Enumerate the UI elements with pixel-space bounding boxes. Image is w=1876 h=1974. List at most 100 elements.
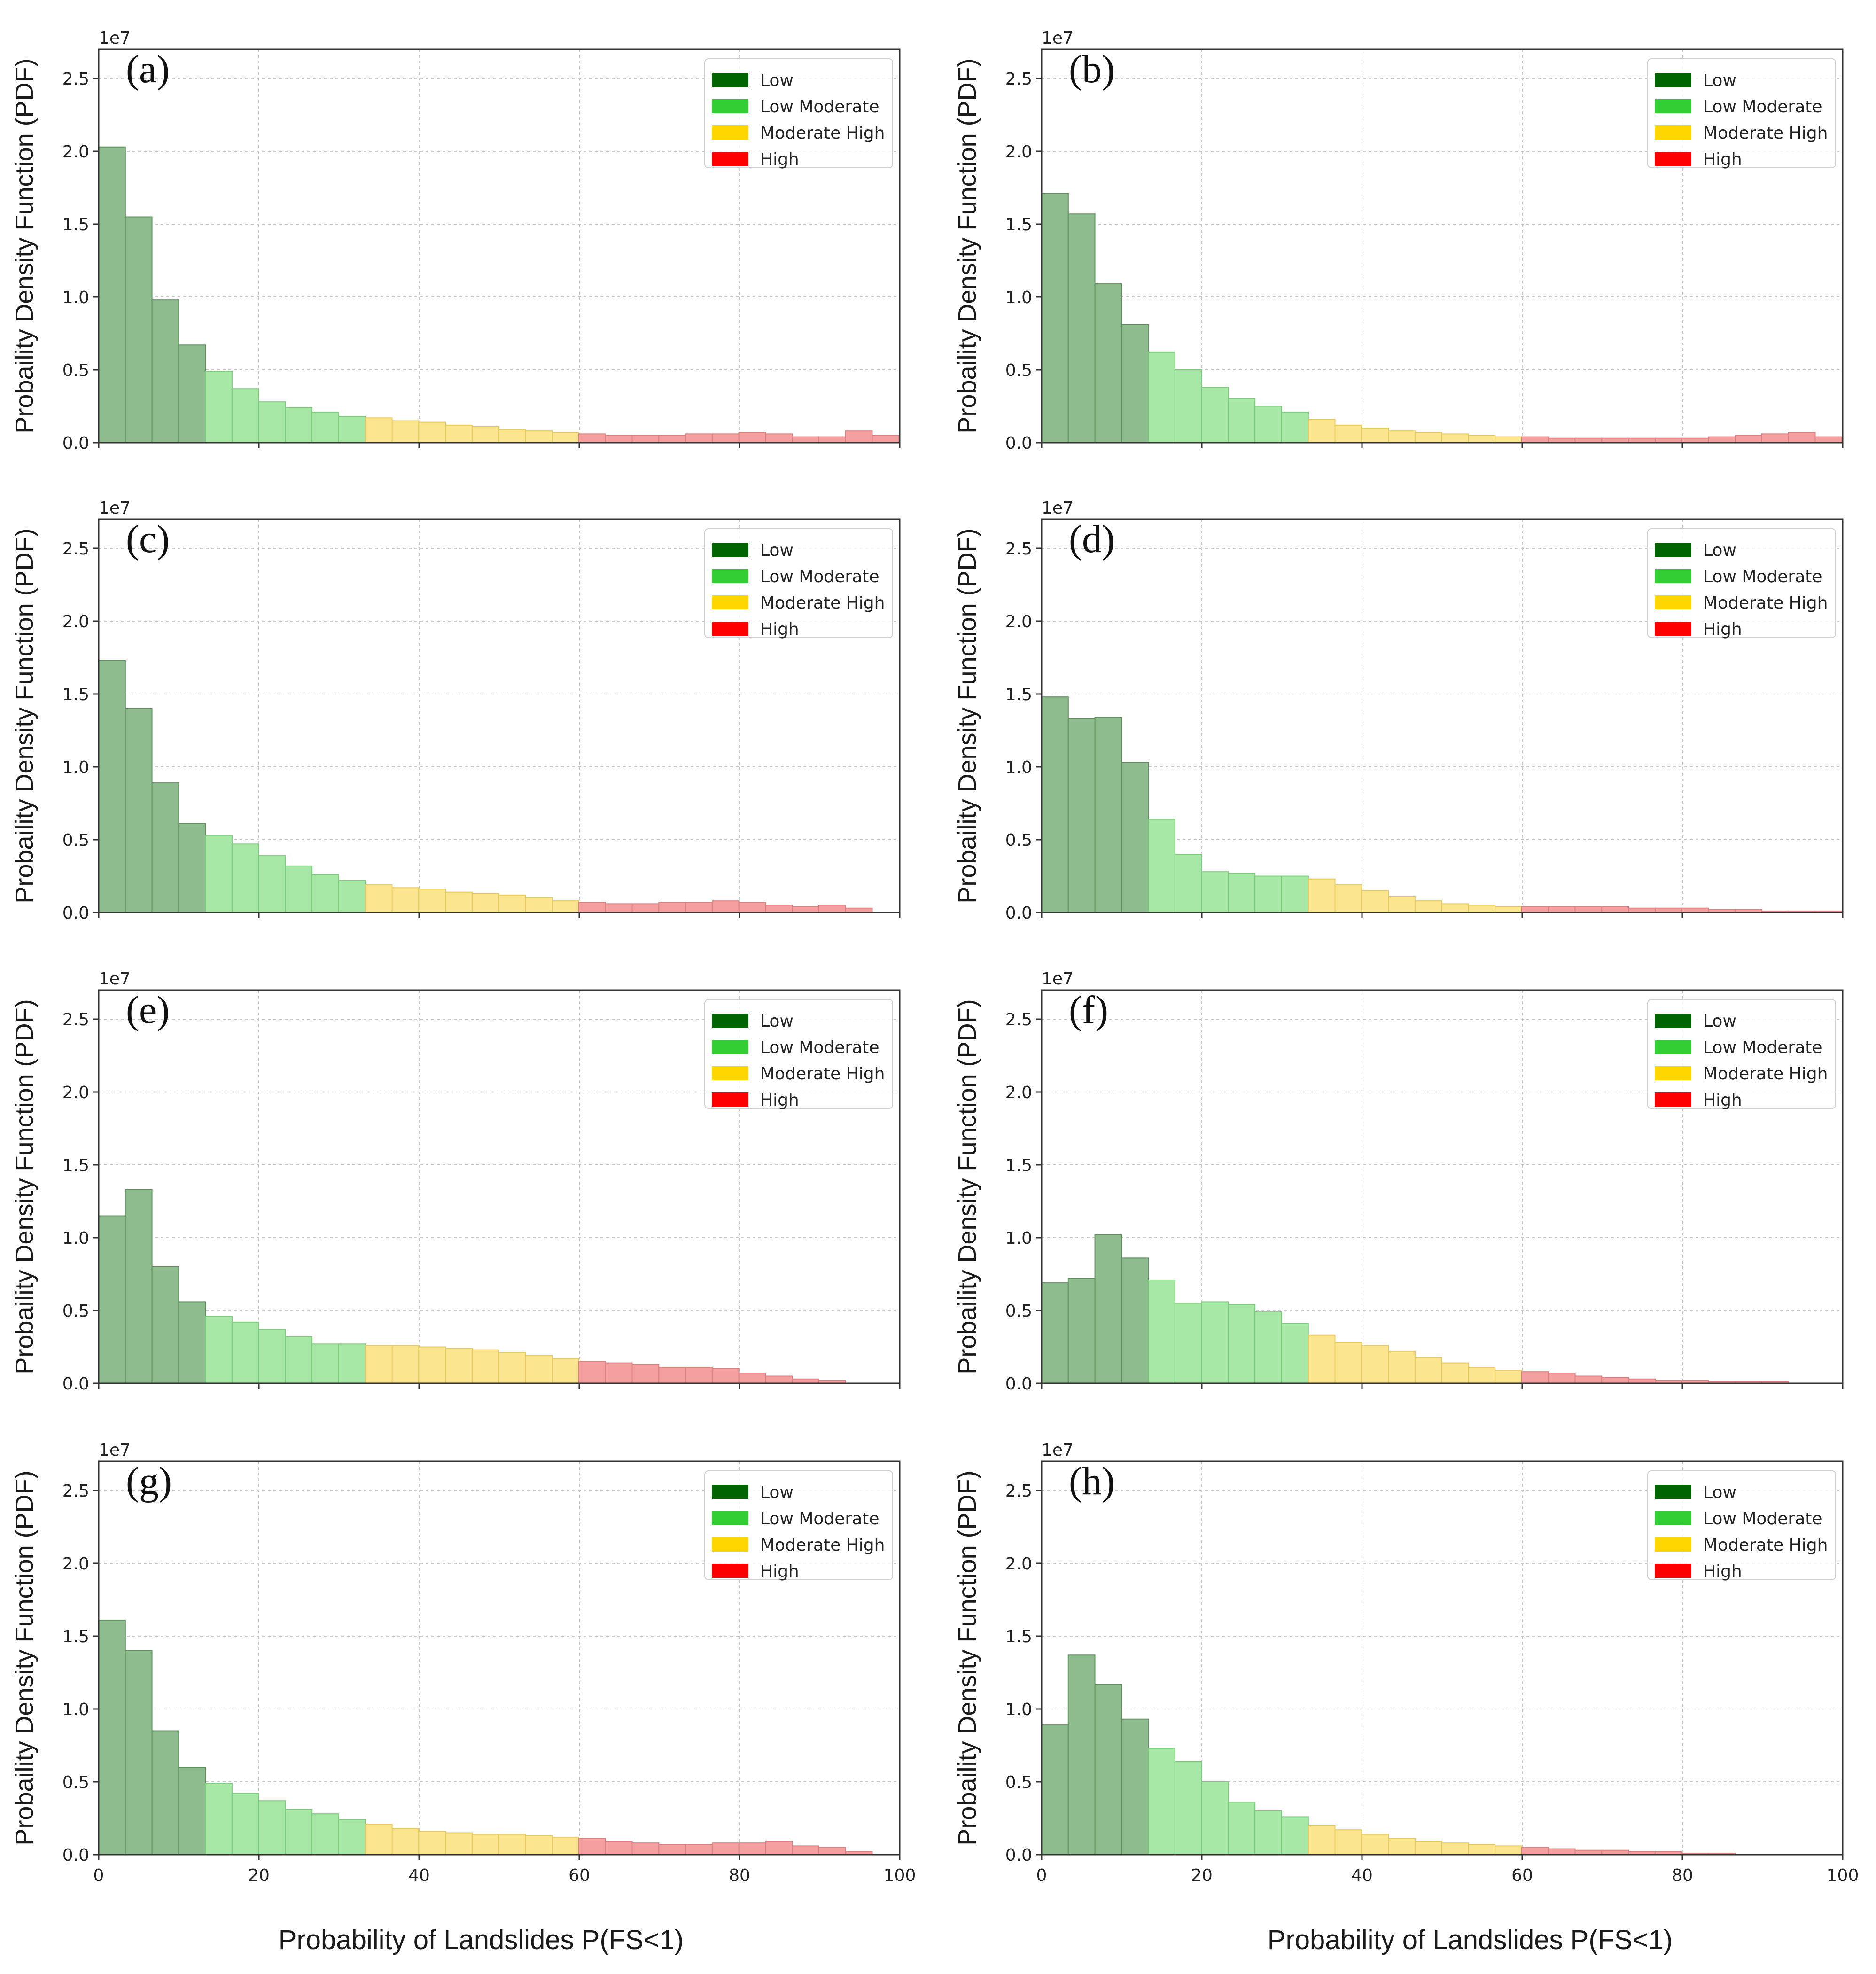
histogram-bar bbox=[1094, 717, 1122, 913]
x-tick-label: 100 bbox=[884, 1866, 916, 1885]
axis-exponent: 1e7 bbox=[99, 499, 131, 518]
histogram-bar bbox=[525, 1355, 553, 1384]
x-tick-label: 40 bbox=[408, 1866, 430, 1885]
legend-swatch bbox=[1655, 152, 1691, 166]
y-tick-label: 0.0 bbox=[62, 434, 89, 453]
y-tick-label: 2.5 bbox=[62, 70, 89, 89]
chart-panel-d: 0.0 0.5 1.0 1.5 2.0 2.5 1e7 Probaility Density … bbox=[953, 499, 1844, 923]
histogram-bar bbox=[685, 433, 713, 444]
histogram-bar bbox=[1388, 896, 1416, 913]
legend-box bbox=[704, 999, 893, 1109]
y-tick-label: 2.5 bbox=[62, 1482, 89, 1501]
histogram-bar bbox=[418, 1346, 446, 1384]
legend-label: Low bbox=[760, 71, 794, 90]
histogram-bar bbox=[578, 1838, 606, 1855]
histogram-bar bbox=[205, 1783, 233, 1856]
legend-swatch bbox=[1655, 1564, 1691, 1578]
histogram-bar bbox=[311, 411, 339, 444]
legend-label: Moderate High bbox=[760, 1064, 885, 1084]
histogram-bar bbox=[685, 1844, 713, 1856]
y-axis-label: Probaility Density Function (PDF) bbox=[10, 999, 39, 1374]
histogram-bar bbox=[1601, 906, 1629, 913]
y-tick-label: 0.5 bbox=[62, 831, 89, 850]
histogram-bar bbox=[1041, 1282, 1069, 1384]
histogram-bar bbox=[1228, 873, 1256, 913]
histogram-bar bbox=[1468, 905, 1496, 913]
histogram-bar bbox=[205, 371, 233, 443]
legend-swatch bbox=[1655, 1014, 1691, 1028]
histogram-bar bbox=[552, 1836, 579, 1856]
legend-swatch bbox=[1655, 569, 1691, 583]
histogram-bar bbox=[1814, 436, 1843, 443]
legend-box bbox=[1647, 528, 1836, 638]
axes-frame bbox=[98, 989, 901, 1384]
y-tick-label: 0.0 bbox=[62, 1846, 89, 1865]
histogram-bar bbox=[1148, 819, 1175, 913]
y-tick-label: 2.5 bbox=[1005, 1010, 1032, 1030]
histogram-bar bbox=[765, 1375, 793, 1384]
histogram-bar bbox=[738, 1842, 766, 1855]
histogram-bar bbox=[792, 436, 819, 443]
histogram-bar bbox=[498, 894, 526, 913]
histogram-bar bbox=[711, 433, 740, 444]
legend-label: Moderate High bbox=[760, 124, 885, 143]
panel-label: (e) bbox=[126, 988, 170, 1032]
histogram-bar bbox=[1468, 1844, 1496, 1856]
histogram-bar bbox=[1121, 1718, 1149, 1855]
chart-panel-c: 0.0 0.5 1.0 1.5 2.0 2.5 1e7 Probaility Density … bbox=[10, 499, 901, 923]
histogram-bar bbox=[365, 1345, 393, 1384]
histogram-bar bbox=[1548, 1848, 1576, 1856]
histogram-bar bbox=[765, 905, 793, 913]
y-axis-label: Probaility Density Function (PDF) bbox=[953, 528, 981, 903]
histogram-bar bbox=[631, 435, 660, 443]
histogram-bar bbox=[1228, 1802, 1256, 1855]
histogram-bar bbox=[1174, 854, 1202, 913]
legend-swatch bbox=[712, 569, 748, 583]
y-tick-label: 1.0 bbox=[62, 758, 89, 777]
histogram-bar bbox=[258, 401, 286, 444]
histogram-bar bbox=[1521, 906, 1549, 913]
histogram-bar bbox=[1414, 900, 1442, 913]
x-axis-label-right: Probability of Landslides P(FS<1) bbox=[1267, 1925, 1673, 1955]
histogram-bar bbox=[498, 1834, 526, 1856]
legend-box bbox=[704, 1470, 893, 1580]
y-tick-label: 0.5 bbox=[62, 361, 89, 380]
histogram-bar bbox=[498, 1352, 526, 1384]
histogram-bar bbox=[1281, 411, 1309, 444]
axis-exponent: 1e7 bbox=[1042, 29, 1074, 48]
axes-frame bbox=[98, 1460, 901, 1856]
legend-swatch bbox=[712, 99, 748, 113]
axes-frame bbox=[1041, 989, 1844, 1384]
histogram-bar bbox=[738, 902, 766, 913]
histogram-bar bbox=[658, 1844, 686, 1856]
histogram-bar bbox=[845, 430, 873, 444]
histogram-bar bbox=[231, 1793, 259, 1856]
histogram-bar bbox=[1468, 1366, 1496, 1384]
histogram-bar bbox=[1281, 875, 1309, 913]
chart-panel-b: 0.0 0.5 1.0 1.5 2.0 2.5 1e7 Probaility Density … bbox=[953, 29, 1844, 453]
histogram-bar bbox=[285, 1809, 313, 1855]
x-tick-label: 20 bbox=[248, 1866, 270, 1885]
legend-swatch bbox=[1655, 99, 1691, 113]
histogram-bar bbox=[605, 1841, 633, 1856]
histogram-bar bbox=[98, 660, 126, 913]
legend-swatch bbox=[1655, 595, 1691, 609]
legend-swatch bbox=[1655, 1511, 1691, 1525]
histogram-bar bbox=[1148, 351, 1175, 443]
legend-label: High bbox=[1703, 150, 1742, 169]
panel-label: (h) bbox=[1069, 1459, 1115, 1503]
histogram-bar bbox=[151, 782, 179, 913]
histogram-bar bbox=[1281, 1323, 1309, 1384]
axis-exponent: 1e7 bbox=[1042, 969, 1074, 989]
legend-label: Low Moderate bbox=[1703, 1038, 1822, 1057]
legend-label: High bbox=[760, 1091, 799, 1110]
legend-swatch bbox=[712, 1040, 748, 1054]
histogram-bar bbox=[552, 432, 579, 443]
y-axis-label: Probaility Density Function (PDF) bbox=[10, 528, 39, 903]
panel-label: (g) bbox=[126, 1459, 172, 1503]
histogram-bar bbox=[285, 407, 313, 443]
histogram-bar bbox=[1361, 428, 1389, 443]
y-tick-label: 2.0 bbox=[1005, 142, 1032, 162]
histogram-bar bbox=[1334, 1829, 1362, 1856]
legend-label: Low bbox=[1703, 541, 1736, 560]
